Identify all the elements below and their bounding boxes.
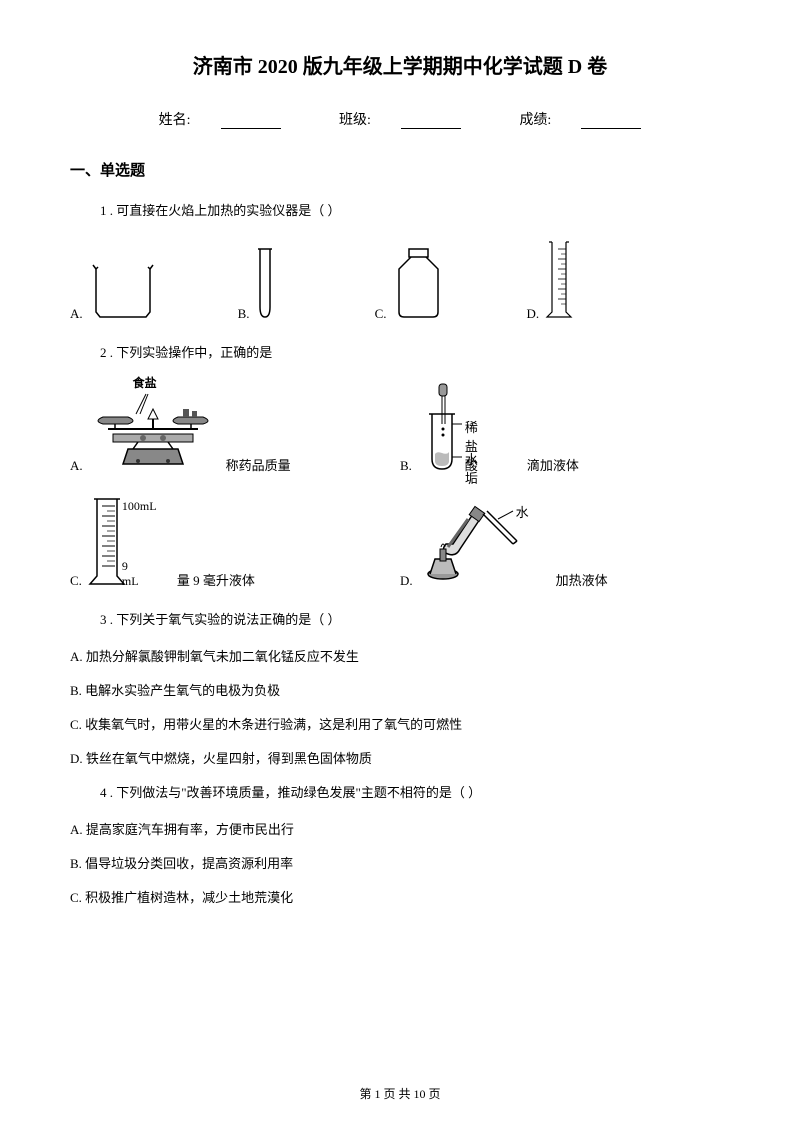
q3-option-c: C. 收集氧气时，用带火星的木条进行验满，这是利用了氧气的可燃性: [70, 714, 730, 733]
q1-b-label: B.: [238, 306, 250, 322]
q2-a-label: A.: [70, 458, 83, 474]
class-blank: [401, 128, 461, 129]
salt-annotation: 食盐: [133, 374, 157, 391]
bottle-icon: [391, 247, 446, 322]
q2-b-text: 滴加液体: [527, 455, 579, 474]
q2-c-text: 量 9 毫升液体: [177, 570, 255, 589]
q2-c-label: C.: [70, 573, 82, 589]
score-blank: [581, 128, 641, 129]
beaker-icon: [88, 257, 158, 322]
balance-scale-icon: [88, 379, 218, 474]
q3-option-d: D. 铁丝在氧气中燃烧，火星四射，得到黑色固体物质: [70, 748, 730, 767]
name-blank: [221, 128, 281, 129]
q2-a-text: 称药品质量: [226, 455, 291, 474]
water-annotation: 水: [516, 502, 529, 521]
q3-option-b: B. 电解水实验产生氧气的电极为负极: [70, 680, 730, 699]
page-footer: 第 1 页 共 10 页: [0, 1085, 800, 1102]
q1-c-label: C.: [375, 306, 387, 322]
q1-d-label: D.: [526, 306, 539, 322]
page-title: 济南市 2020 版九年级上学期期中化学试题 D 卷: [70, 50, 730, 79]
q2-b-label: B.: [400, 458, 412, 474]
q4-text: 4 . 下列做法与"改善环境质量，推动绿色发展"主题不相符的是（ ）: [70, 782, 730, 801]
name-label: 姓名:: [159, 113, 191, 128]
q3-text: 3 . 下列关于氧气实验的说法正确的是（ ）: [70, 609, 730, 628]
q4-option-c: C. 积极推广植树造林，减少土地荒漠化: [70, 887, 730, 906]
q1-text: 1 . 可直接在火焰上加热的实验仪器是（ ）: [70, 200, 730, 219]
q1-a-label: A.: [70, 306, 83, 322]
class-label: 班级:: [339, 113, 371, 128]
q1-option-a: A.: [70, 257, 158, 322]
scale-annotation: 水垢: [465, 449, 478, 487]
test-tube-icon: [255, 247, 275, 322]
score-label: 成绩:: [519, 113, 551, 128]
q2-option-c: C. 100mL 9 mL 量 9 毫升液体: [70, 494, 400, 589]
vol100-annotation: 100mL: [122, 499, 157, 514]
q1-option-d: D.: [526, 237, 574, 322]
header-fields: 姓名: 班级: 成绩:: [70, 109, 730, 129]
q2-text: 2 . 下列实验操作中，正确的是: [70, 342, 730, 361]
q2-option-b: B. 稀盐酸 水垢 滴加液体: [400, 379, 730, 474]
q1-option-b: B.: [238, 247, 275, 322]
q4-option-b: B. 倡导垃圾分类回收，提高资源利用率: [70, 853, 730, 872]
q2-option-d: D. 水 加热液体: [400, 499, 730, 589]
q2-d-label: D.: [400, 573, 413, 589]
q2-options-row2: C. 100mL 9 mL 量 9 毫升液体: [70, 494, 730, 589]
vol9-annotation: 9 mL: [122, 559, 139, 589]
q2-option-a: A. 食盐: [70, 379, 400, 474]
q3-option-a: A. 加热分解氯酸钾制氧气未加二氧化锰反应不发生: [70, 646, 730, 665]
q4-option-a: A. 提高家庭汽车拥有率，方便市民出行: [70, 819, 730, 838]
section-title: 一、单选题: [70, 159, 730, 180]
q2-options-row1: A. 食盐: [70, 379, 730, 474]
graduated-cylinder-icon: [544, 237, 574, 322]
q1-options: A. B. C. D.: [70, 237, 730, 322]
q1-option-c: C.: [375, 247, 447, 322]
q2-d-text: 加热液体: [556, 570, 608, 589]
